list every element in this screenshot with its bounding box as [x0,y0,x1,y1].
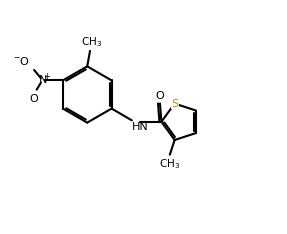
Text: $^{-}$O: $^{-}$O [13,55,30,67]
Text: CH$_3$: CH$_3$ [159,157,181,171]
Text: CH$_3$: CH$_3$ [81,36,102,49]
Text: N: N [39,75,47,85]
Text: +: + [44,72,51,81]
Text: O: O [29,95,38,105]
Text: S: S [171,99,178,109]
Text: O: O [156,91,164,101]
Text: HN: HN [132,122,149,132]
